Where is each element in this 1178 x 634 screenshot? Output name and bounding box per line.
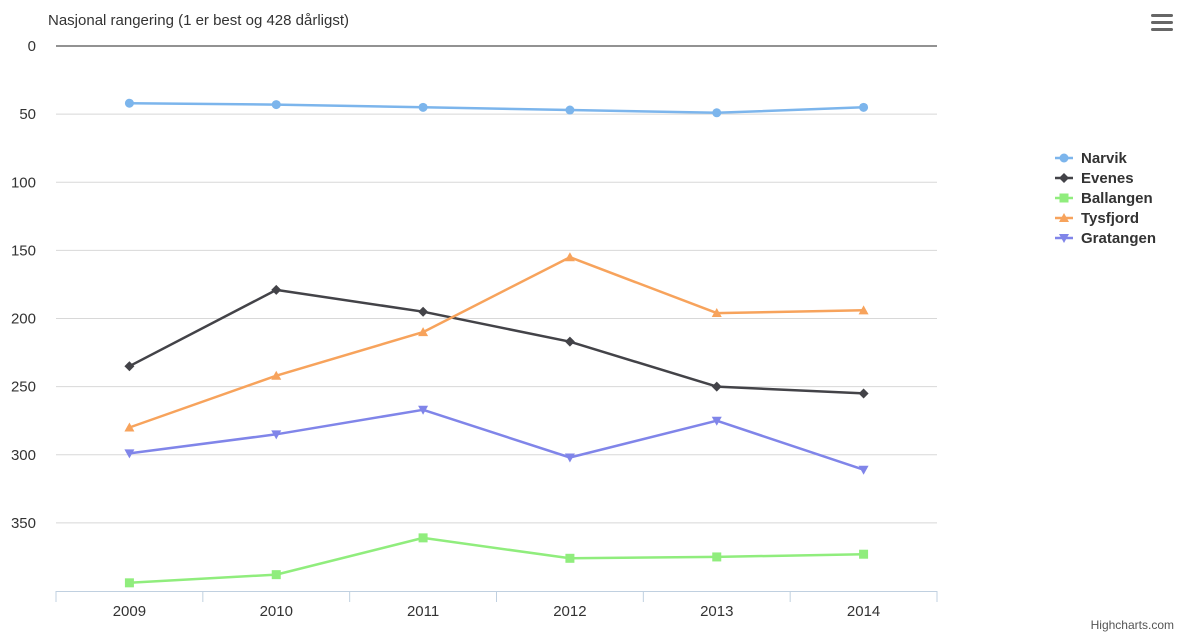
data-point-narvik [859, 102, 869, 112]
data-point-ballangen [124, 578, 134, 588]
data-point-evenes [124, 361, 135, 372]
legend-item-evenes[interactable]: Evenes [1055, 170, 1134, 187]
data-point-gratangen [858, 465, 869, 475]
data-point-tysfjord [124, 422, 135, 432]
data-point-ballangen [859, 549, 869, 559]
data-point-ballangen [271, 570, 281, 580]
x-tick-label: 2014 [847, 603, 880, 620]
data-point-evenes [711, 381, 722, 392]
data-point-ballangen [565, 553, 575, 563]
legend-label: Tysfjord [1081, 210, 1139, 227]
data-point-narvik [418, 102, 428, 112]
credits-link[interactable]: Highcharts.com [1091, 618, 1174, 632]
legend-symbol-marker [1059, 213, 1069, 222]
data-point-evenes [418, 306, 429, 317]
series-ballangen[interactable] [124, 533, 869, 588]
legend-label: Gratangen [1081, 230, 1156, 247]
y-tick-label: 350 [11, 515, 36, 532]
data-point-gratangen [271, 430, 282, 440]
data-point-narvik [712, 108, 722, 118]
y-tick-label: 100 [11, 174, 36, 191]
grid-lines [56, 45, 937, 524]
data-point-evenes [271, 284, 282, 295]
series-tysfjord[interactable] [124, 252, 869, 432]
x-tick-label: 2009 [113, 603, 146, 620]
series-line-gratangen[interactable] [129, 408, 864, 471]
data-point-gratangen [711, 416, 722, 426]
data-point-tysfjord [271, 370, 282, 380]
data-point-ballangen [712, 552, 722, 562]
y-tick-label: 250 [11, 379, 36, 396]
x-tick-label: 2013 [700, 603, 733, 620]
series-line-evenes[interactable] [128, 288, 864, 395]
data-point-evenes [858, 388, 869, 399]
legend-symbol-marker [1059, 173, 1069, 183]
data-point-gratangen [564, 453, 575, 463]
axes: 0 50 100 150 200 250 300 350 2009 2010 2011 2012 201… [11, 38, 938, 620]
data-point-gratangen [418, 405, 429, 415]
data-point-evenes [564, 336, 575, 347]
series-group [124, 98, 869, 588]
series-line-tysfjord[interactable] [128, 255, 864, 429]
x-tick-label: 2011 [407, 603, 439, 620]
legend-label: Evenes [1081, 170, 1134, 187]
data-point-narvik [271, 100, 281, 110]
y-tick-label: 200 [11, 311, 36, 328]
legend-label: Narvik [1081, 150, 1128, 167]
data-point-gratangen [124, 449, 135, 459]
y-tick-label: 300 [11, 447, 36, 464]
series-line-ballangen[interactable] [129, 536, 864, 585]
series-line-narvik[interactable] [129, 101, 864, 115]
y-axis-title: Nasjonal rangering (1 er best og 428 dår… [48, 12, 349, 29]
x-tick-label: 2010 [260, 603, 293, 620]
data-point-tysfjord [564, 252, 575, 262]
legend-symbol-marker [1059, 234, 1069, 243]
series-narvik[interactable] [124, 98, 869, 118]
x-tick-label: 2012 [553, 603, 586, 620]
legend-symbol-marker [1059, 153, 1069, 163]
data-point-narvik [565, 105, 575, 115]
legend-symbol-marker [1059, 193, 1069, 203]
y-tick-label: 0 [28, 38, 36, 55]
y-tick-label: 50 [19, 106, 36, 123]
series-gratangen[interactable] [124, 405, 869, 475]
data-point-tysfjord [711, 308, 722, 318]
y-tick-label: 150 [11, 242, 36, 259]
data-point-narvik [124, 98, 134, 108]
legend-item-ballangen[interactable]: Ballangen [1055, 190, 1153, 207]
legend-label: Ballangen [1081, 190, 1153, 207]
series-evenes[interactable] [124, 284, 869, 399]
menu-button[interactable] [1146, 8, 1176, 36]
data-point-tysfjord [418, 327, 429, 337]
legend-item-gratangen[interactable]: Gratangen [1055, 230, 1156, 247]
data-point-tysfjord [858, 305, 869, 315]
legend-item-narvik[interactable]: Narvik [1055, 150, 1128, 167]
data-point-ballangen [418, 533, 428, 543]
legend-item-tysfjord[interactable]: Tysfjord [1055, 210, 1139, 227]
hamburger-menu-icon [1151, 14, 1173, 31]
legend[interactable]: Narvik Evenes Ballangen Tysfjord Gratangen [1055, 150, 1156, 247]
